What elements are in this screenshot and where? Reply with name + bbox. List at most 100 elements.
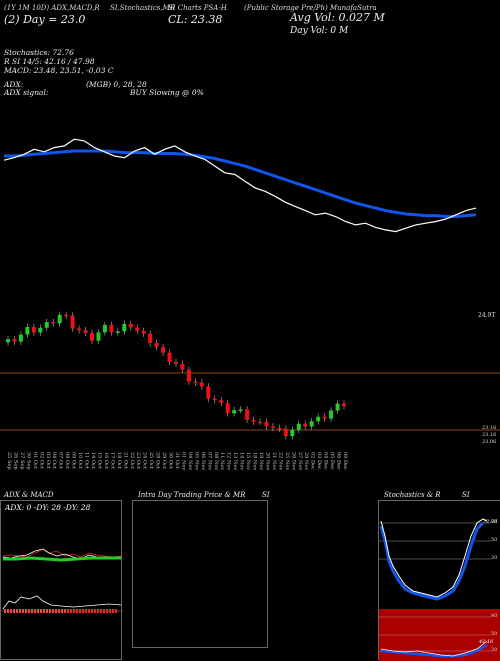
date-label: 07 Nov — [206, 452, 212, 470]
macd-bar — [4, 609, 6, 613]
date-label: 03 Dec — [316, 452, 322, 470]
candle-body — [25, 326, 30, 335]
date-label: 21 Oct — [122, 452, 128, 469]
date-label: 13 Nov — [232, 452, 238, 470]
macd-bar — [46, 609, 48, 613]
macd-bar — [40, 609, 42, 613]
date-label: 31 Oct — [174, 452, 180, 469]
candle-body — [199, 382, 204, 387]
date-label: 18 Nov — [252, 452, 258, 470]
macd-bar — [106, 609, 108, 613]
date-label: 23 Oct — [135, 452, 141, 469]
adx-signal: ADX signal: — [4, 88, 49, 97]
date-label: 25 Nov — [284, 452, 290, 470]
price-label-1: 23.16 — [482, 425, 497, 431]
candle-body — [335, 403, 340, 411]
macd-bar — [22, 609, 24, 613]
date-label: 04 Oct — [51, 452, 57, 469]
candle-body — [18, 334, 23, 342]
macd-bar — [16, 609, 18, 613]
date-label: 07 Oct — [58, 452, 64, 469]
date-label: 29 Nov — [303, 452, 309, 470]
candle-body — [193, 381, 198, 384]
date-label: 22 Nov — [277, 452, 283, 470]
macd-bar — [103, 609, 105, 613]
stoch-panel-title2: SI — [462, 491, 470, 499]
macd-bar — [61, 609, 63, 613]
candle-body — [270, 426, 275, 428]
macd-bar — [82, 609, 84, 613]
rsi-value: 42.16 — [479, 639, 494, 645]
date-label: 18 Oct — [116, 452, 122, 469]
intraday-panel — [132, 500, 268, 648]
price-label-3: 23.06 — [482, 439, 497, 445]
date-label: 17 Oct — [109, 452, 115, 469]
date-label: 30 Sep — [25, 452, 31, 470]
date-label: 20 Nov — [264, 452, 270, 470]
macd-bar — [34, 609, 36, 613]
stoch-level-20: 20 — [491, 555, 498, 561]
price-label-2: 23.16 — [482, 432, 497, 438]
price-line — [3, 138, 477, 233]
header-right: (Public Storage Pre/Ph) MunafaSutra — [244, 4, 377, 12]
macd-bar — [10, 609, 12, 613]
candle-body — [316, 416, 321, 422]
candle-body — [238, 409, 243, 412]
date-label: 05 Nov — [193, 452, 199, 470]
macd-bar — [49, 609, 51, 613]
candle-body — [83, 330, 88, 333]
candle-body — [102, 324, 107, 333]
close-label: CL: 23.38 — [168, 13, 223, 26]
stoch-readout: Stochastics: 72.76 — [4, 48, 74, 57]
date-label: 27 Nov — [297, 452, 303, 470]
macd-bar — [70, 609, 72, 613]
date-label: 11 Nov — [219, 452, 225, 470]
macd-bar — [28, 609, 30, 613]
day-vol: Day Vol: 0 M — [290, 26, 349, 36]
date-label: 15 Nov — [245, 452, 251, 470]
date-label: 03 Oct — [45, 452, 51, 469]
candle-body — [38, 327, 43, 333]
macd-bar — [94, 609, 96, 613]
date-axis: 25 Sep 26 Sep 27 Sep 30 Sep 01 Oct 02 Oct 03 O… — [6, 452, 348, 470]
macd-bar — [112, 609, 114, 613]
candle-body — [290, 429, 295, 437]
candle-body — [329, 410, 334, 419]
date-label: 11 Oct — [84, 452, 90, 469]
adx-panel-title: ADX & MACD — [4, 491, 54, 499]
date-label: 26 Sep — [12, 452, 18, 470]
macd-bar — [76, 609, 78, 613]
candle-body — [277, 427, 282, 430]
macd-bar — [55, 609, 57, 613]
stoch-rsi-panel: 80 50 20 72.76 80 50 20 42.16 — [378, 500, 500, 661]
date-label: 26 Nov — [290, 452, 296, 470]
candle-body — [225, 403, 230, 414]
candle-body — [174, 362, 178, 364]
date-label: 04 Dec — [323, 452, 329, 470]
macd-bar — [43, 609, 45, 613]
adx-mid: (MGB) 0, 28, 28 — [86, 80, 147, 89]
date-label: 24 Oct — [142, 452, 148, 469]
candle-body — [64, 314, 69, 317]
stoch-value: 72.76 — [483, 519, 498, 525]
candle-body — [303, 423, 308, 427]
candle-body — [128, 323, 133, 328]
date-label: 04 Nov — [187, 452, 193, 470]
date-label: 25 Sep — [6, 452, 12, 470]
date-label: 28 Oct — [155, 452, 161, 469]
adx-macd-panel: ADX: 0 -DY: 28 -DY: 28 — [0, 500, 123, 660]
avg-vol: Avg Vol: 0.027 M — [290, 11, 385, 24]
date-label: 12 Nov — [226, 452, 232, 470]
candle-body — [70, 315, 75, 329]
date-label: 14 Nov — [239, 452, 245, 470]
date-label: 01 Oct — [32, 452, 38, 469]
macd-bar — [67, 609, 69, 613]
macd-bar — [73, 609, 75, 613]
date-label: 06 Nov — [200, 452, 206, 470]
candle-body — [154, 342, 159, 348]
candle-body — [57, 314, 62, 324]
date-label: 16 Oct — [103, 452, 109, 469]
intra-panel-title: Intra Day Trading Price & MR — [138, 491, 246, 499]
rsi-level-80: 80 — [491, 613, 498, 619]
candle-body — [31, 326, 36, 333]
